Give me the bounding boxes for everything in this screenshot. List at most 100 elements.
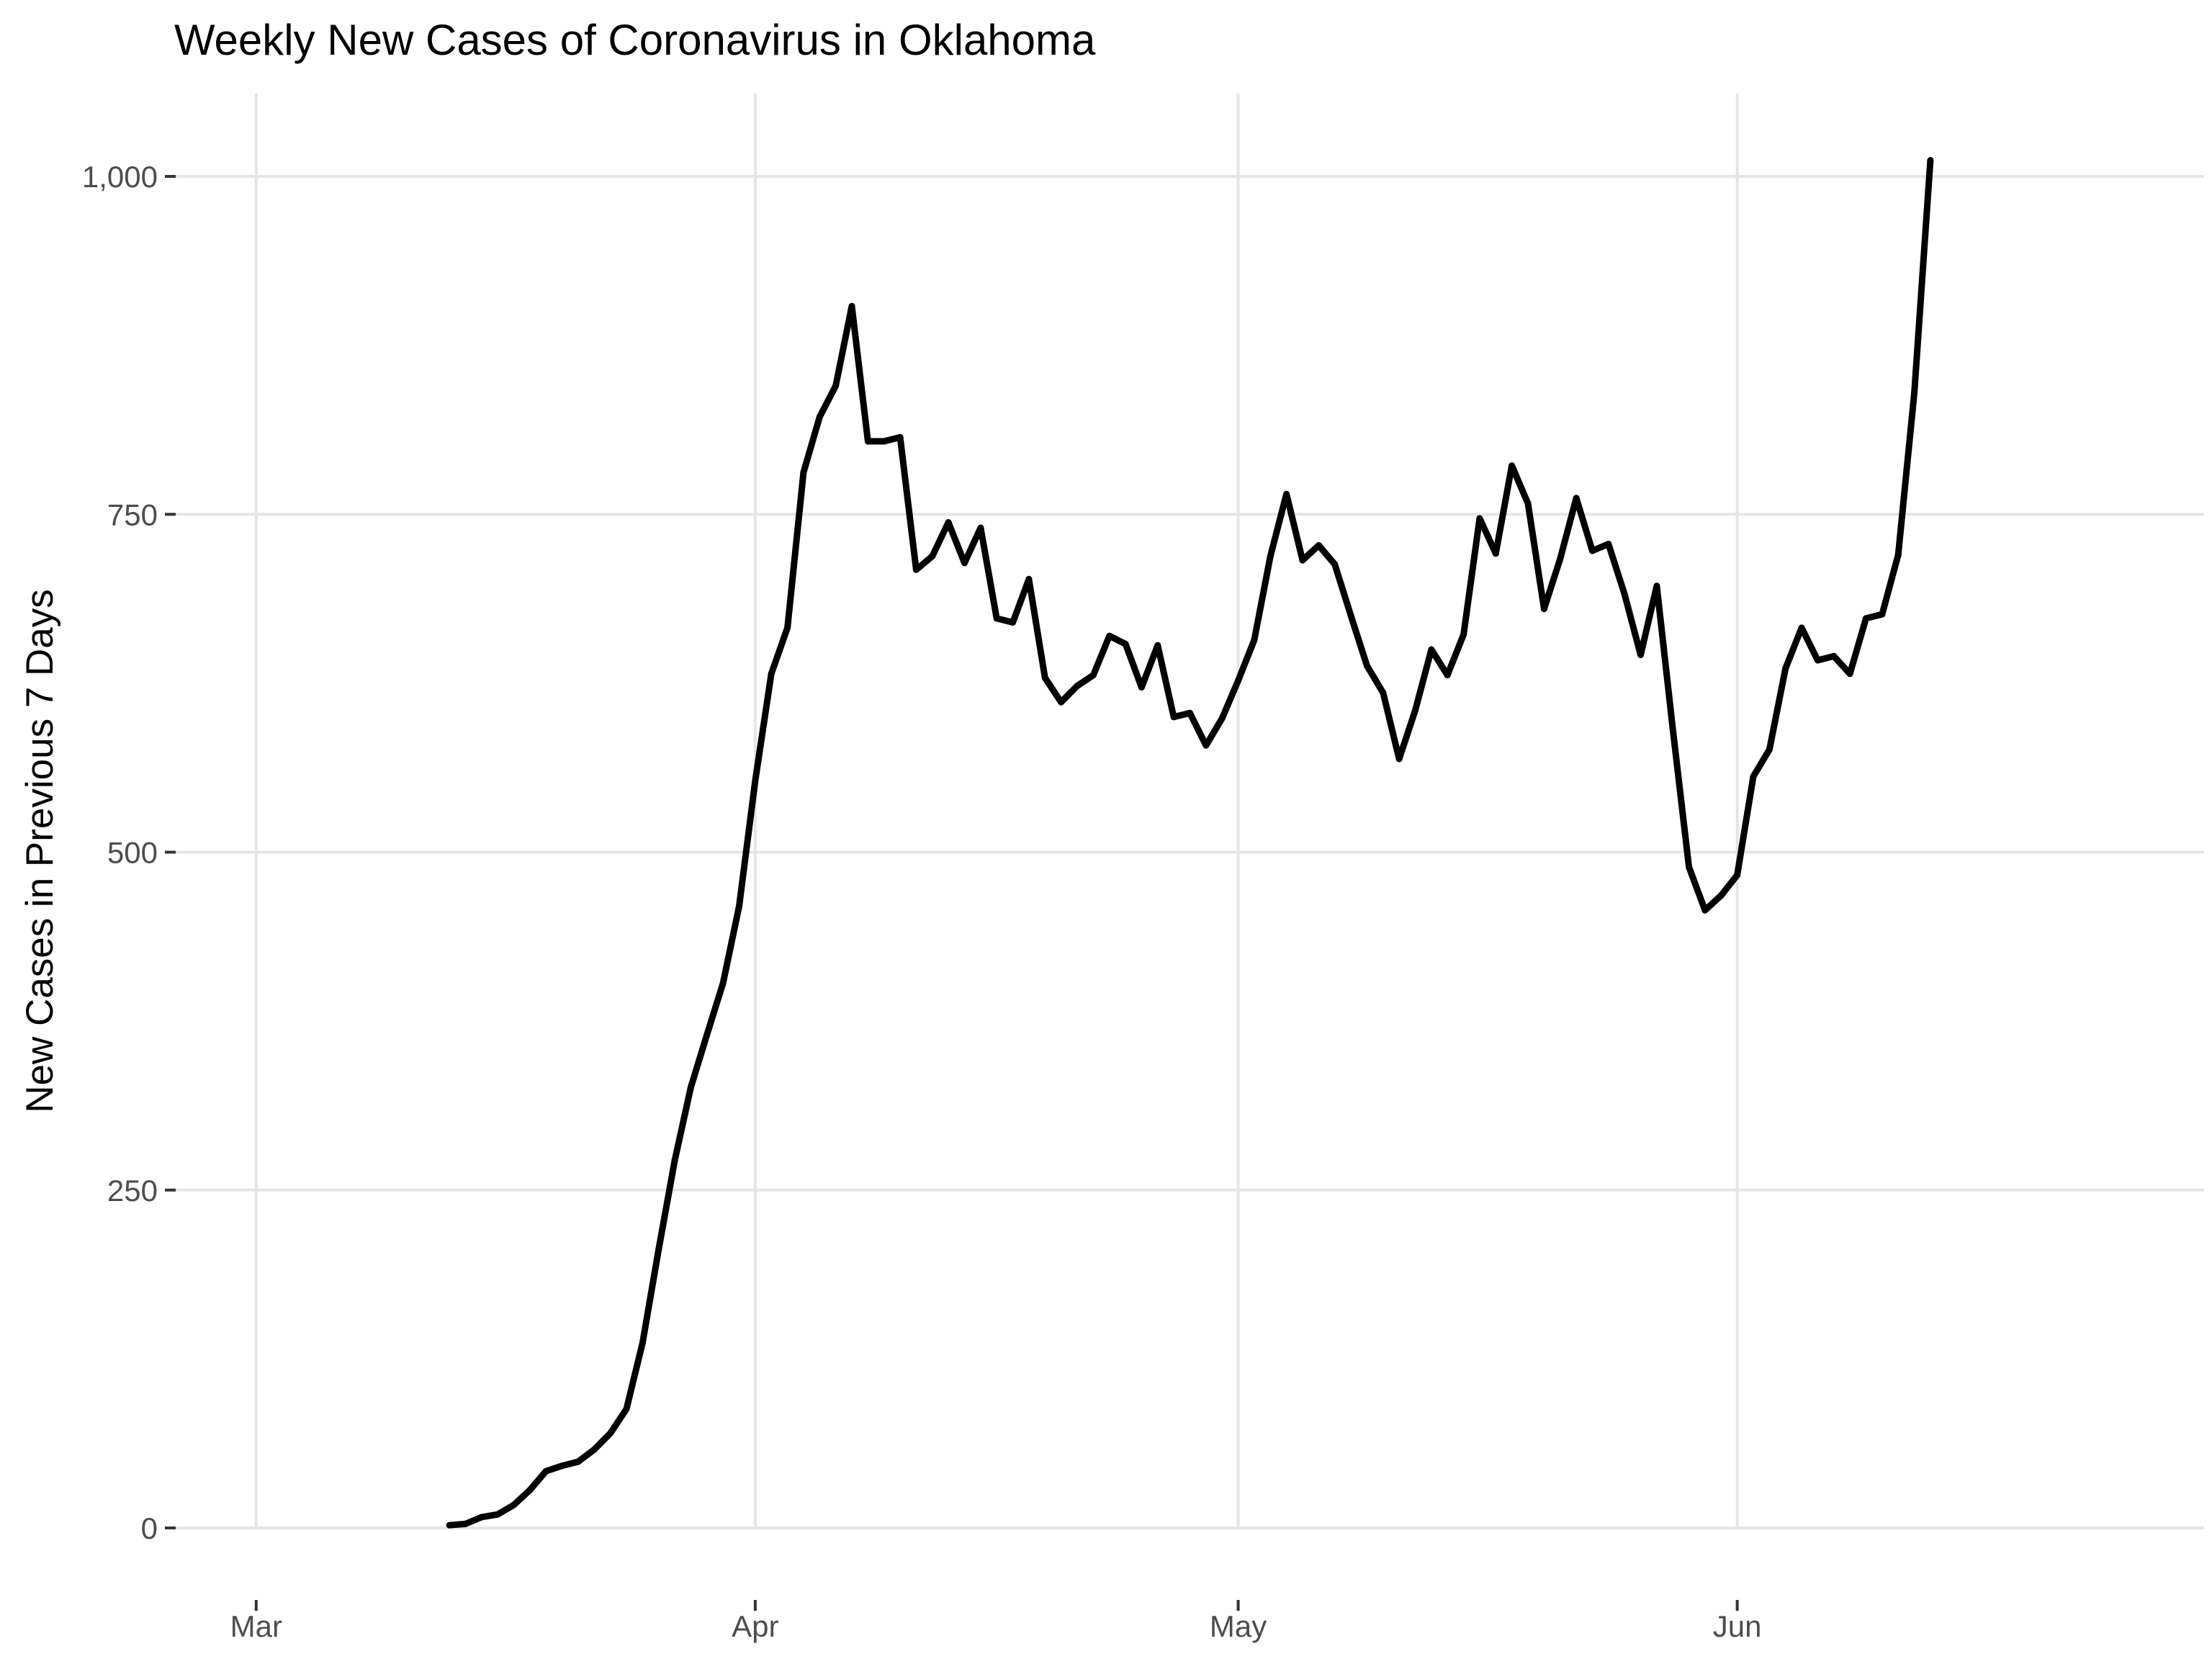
data-point [1235,677,1242,684]
data-point [478,1514,485,1521]
data-point [671,1157,678,1164]
data-point [1412,706,1419,714]
data-point [1717,892,1725,899]
data-point [1863,615,1869,622]
data-point [639,1339,646,1346]
data-point [1766,746,1773,753]
data-point [752,777,759,784]
data-point [1879,611,1886,618]
data-point [1428,646,1435,653]
data-point [1041,674,1048,681]
axes: 0 250 500 750 1,000 Mar Apr May Jun [82,160,1762,1643]
data-point [1509,462,1516,469]
data-point [1830,652,1838,660]
data-point [1347,612,1354,619]
data-point [1588,547,1596,554]
data-point [542,1467,549,1475]
data-point [1734,871,1741,878]
data-point [1106,632,1113,639]
data-point [1154,642,1161,649]
data-point [881,438,888,445]
data-point [848,302,855,310]
data-point [1686,863,1693,871]
data-point [1814,657,1821,664]
data-point [607,1430,614,1437]
data-point [1025,575,1033,583]
data-point [1010,619,1017,626]
data-point [1846,670,1853,678]
data-point [1782,665,1789,672]
y-tick-label: 1,000 [82,160,158,194]
y-tick-label: 500 [107,836,158,870]
data-point [1251,637,1258,644]
data-point [961,559,968,567]
data-point [655,1246,662,1253]
data-point [1476,515,1483,522]
x-tick-label: Mar [230,1609,282,1643]
data-point [462,1520,469,1527]
data-point [590,1446,598,1453]
data-point [1074,683,1081,690]
y-axis-title: New Cases in Previous 7 Days [19,589,61,1113]
data-point [1492,550,1499,557]
data-point [494,1511,501,1518]
data-point [977,524,984,531]
data-point [1460,631,1467,638]
data-point [1444,672,1451,679]
data-point [1701,907,1709,914]
data-point [816,413,823,421]
data-point [526,1486,534,1493]
data-point [1557,555,1564,562]
data-point [1605,541,1612,547]
data-point [1058,698,1065,706]
data-point [1395,755,1403,763]
data-point [784,624,791,631]
data-point [1380,689,1387,696]
data-point [1299,557,1306,564]
data-point [623,1406,630,1413]
data-point [1363,662,1370,669]
x-tick-label: May [1210,1609,1267,1643]
data-point [1138,684,1145,691]
data-point [1750,773,1757,780]
data-point [575,1458,582,1465]
data-point [1927,157,1934,163]
data-point [1218,715,1226,722]
chart-title: Weekly New Cases of Coronavirus in Oklah… [174,16,1096,64]
data-point [446,1521,453,1529]
y-tick-label: 0 [141,1511,158,1545]
data-point [945,519,952,526]
data-point [768,670,775,678]
data-point [1089,672,1097,679]
gridlines [176,94,2204,1529]
data-point [1187,709,1193,716]
data-point [736,903,742,910]
y-tick-label: 250 [107,1174,158,1208]
data-point [832,382,840,390]
data-point [1267,552,1274,559]
data-point [1621,590,1628,598]
data-point [703,1031,711,1038]
data-point [1315,541,1322,549]
data-point [1637,652,1644,658]
series-layer [446,157,1934,1529]
data-point [1573,495,1580,502]
data-point [1540,606,1547,613]
data-point [511,1501,517,1509]
data-point [559,1462,566,1470]
data-point [912,566,920,573]
y-tick-label: 750 [107,498,158,531]
x-tick-label: Jun [1713,1609,1762,1643]
data-point [800,469,807,476]
data-point [687,1084,694,1091]
data-point [1894,552,1902,559]
data-point [1331,561,1339,568]
data-point [1202,742,1210,749]
data-point [1122,640,1129,647]
data-point [864,438,871,445]
data-point [1283,490,1290,498]
data-point [1669,726,1676,733]
data-point [896,433,904,441]
data-point [1170,714,1177,721]
